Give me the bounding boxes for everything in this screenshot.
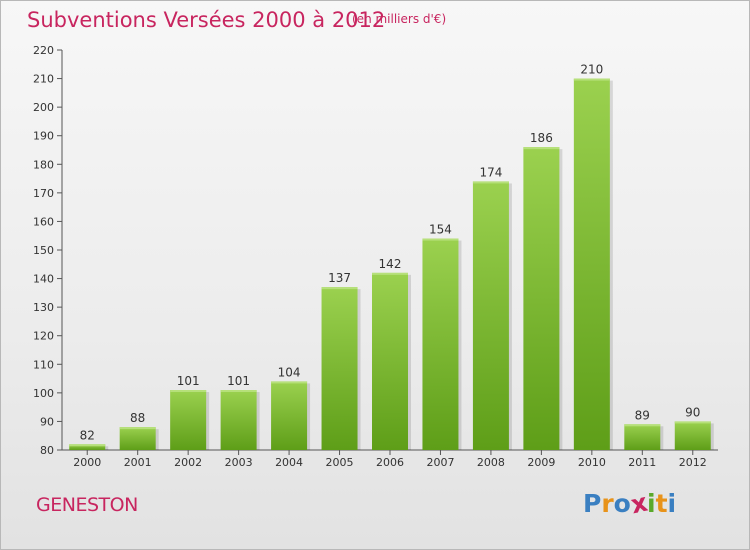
logo-letter: r	[601, 489, 614, 518]
bar-2002	[170, 390, 207, 450]
y-tick-label: 100	[33, 387, 54, 400]
y-tick-label: 80	[40, 444, 54, 457]
value-label-2005: 137	[328, 271, 351, 285]
bar-highlight	[170, 390, 207, 392]
y-tick-label: 130	[33, 301, 54, 314]
bar-highlight	[523, 147, 560, 150]
value-label-2008: 174	[479, 165, 502, 179]
x-tick-label-2004: 2004	[275, 456, 303, 469]
bar-highlight	[472, 181, 509, 184]
y-tick-label: 220	[33, 44, 54, 57]
bar-highlight	[372, 272, 408, 275]
bar-2005	[321, 287, 358, 450]
y-tick-label: 210	[33, 73, 54, 86]
y-tick-label: 190	[33, 130, 54, 143]
bar-2007	[422, 238, 459, 450]
y-tick-label: 170	[33, 187, 54, 200]
value-label-2000: 82	[80, 428, 95, 442]
y-tick-label: 90	[40, 415, 54, 428]
bar-2006	[372, 272, 408, 450]
logo-letter: t	[655, 489, 668, 518]
bar-highlight	[422, 238, 459, 241]
value-label-2004: 104	[278, 365, 301, 379]
bar-2010	[573, 78, 610, 451]
commune-name: GENESTON	[36, 494, 138, 516]
x-tick-label-2006: 2006	[376, 456, 404, 469]
value-label-2006: 142	[379, 257, 402, 271]
x-tick-label-2002: 2002	[174, 456, 202, 469]
bar-highlight	[674, 421, 711, 424]
bar-highlight	[624, 424, 661, 427]
bar-highlight	[69, 444, 106, 447]
logo-letter: P	[583, 489, 602, 518]
value-label-2001: 88	[130, 411, 145, 425]
x-tick-label-2008: 2008	[477, 456, 505, 469]
value-label-2009: 186	[530, 131, 553, 145]
y-tick-label: 160	[33, 215, 54, 228]
bar-2001	[119, 427, 156, 450]
bar-highlight	[271, 381, 308, 384]
x-tick-label-2011: 2011	[628, 456, 656, 469]
x-tick-label-2010: 2010	[578, 456, 606, 469]
x-tick-label-2000: 2000	[73, 456, 101, 469]
y-tick-label: 180	[33, 158, 54, 171]
bar-2003	[220, 390, 257, 450]
x-tick-label-2001: 2001	[124, 456, 152, 469]
y-tick-label: 200	[33, 101, 54, 114]
y-tick-label: 110	[33, 358, 54, 371]
y-tick-label: 120	[33, 330, 54, 343]
bar-2000	[69, 444, 106, 450]
value-label-2010: 210	[580, 63, 603, 77]
x-tick-label-2012: 2012	[679, 456, 707, 469]
x-tick-label-2007: 2007	[426, 456, 454, 469]
value-label-2011: 89	[635, 408, 650, 422]
bar-highlight	[119, 427, 156, 430]
value-label-2012: 90	[685, 405, 700, 419]
chart-title: Subventions Versées 2000 à 2012	[27, 8, 386, 32]
bar-2011	[624, 424, 661, 450]
logo-letter: i	[647, 489, 656, 518]
bar-2012	[674, 421, 711, 450]
x-tick-label-2009: 2009	[527, 456, 555, 469]
bar-highlight	[573, 78, 610, 81]
logo-letter: o	[613, 489, 631, 518]
value-label-2002: 101	[177, 374, 200, 388]
bar-highlight	[220, 390, 257, 392]
x-tick-label-2005: 2005	[326, 456, 354, 469]
bar-2008	[472, 181, 509, 450]
bar-2009	[523, 147, 560, 450]
chart-subtitle: (en milliers d'€)	[352, 12, 447, 26]
y-tick-label: 140	[33, 273, 54, 286]
bar-2004	[271, 381, 308, 450]
y-tick-label: 150	[33, 244, 54, 257]
logo-letter: i	[667, 489, 677, 518]
value-label-2003: 101	[227, 374, 250, 388]
value-label-2007: 154	[429, 223, 452, 237]
x-tick-label-2003: 2003	[225, 456, 253, 469]
bar-highlight	[321, 287, 358, 290]
proxiti-logo[interactable]: Proxiti	[583, 488, 677, 520]
